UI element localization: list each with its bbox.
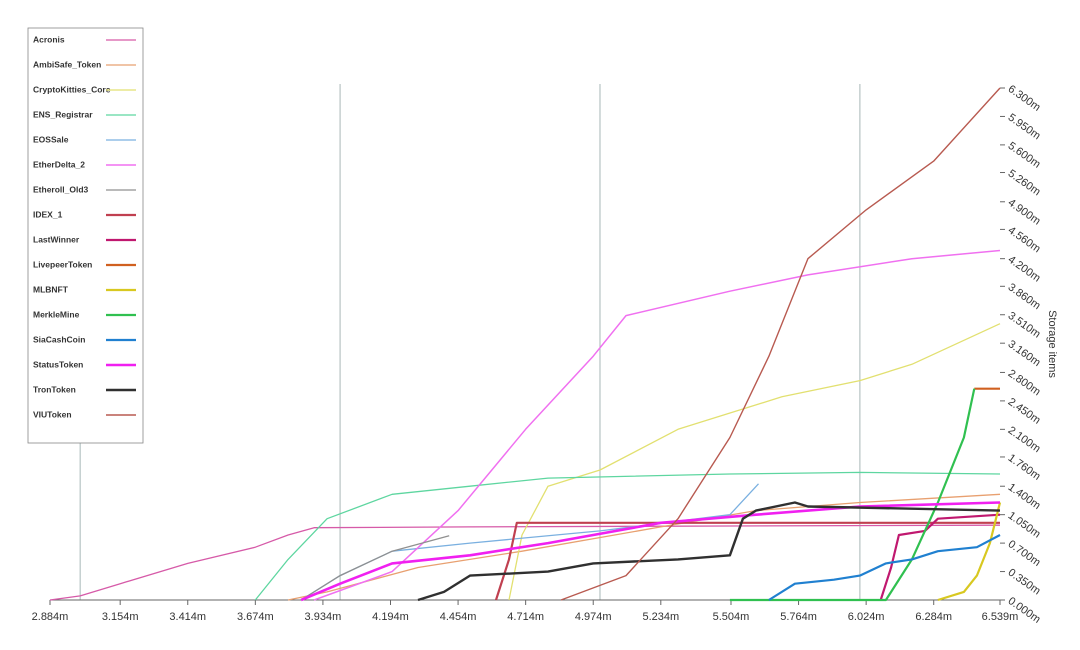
y-tick-label: 0.700m xyxy=(1006,538,1043,569)
series-line xyxy=(560,87,1001,601)
x-tick-label: 2.884m xyxy=(32,611,69,623)
legend-label: VIUToken xyxy=(33,409,72,419)
series-line xyxy=(49,524,1001,601)
y-tick-label: 5.950m xyxy=(1006,111,1043,142)
legend-label: StatusToken xyxy=(33,359,83,369)
y-axis-label: Storage items xyxy=(1046,310,1058,378)
y-tick-label: 1.760m xyxy=(1006,452,1043,483)
series-line xyxy=(768,534,1001,601)
x-tick-label: 5.764m xyxy=(780,611,817,623)
x-tick-label: 5.504m xyxy=(713,611,750,623)
x-tick-label: 3.154m xyxy=(102,611,139,623)
y-tick-label: 1.400m xyxy=(1006,481,1043,512)
series-line xyxy=(494,521,1000,601)
y-tick-label: 2.100m xyxy=(1006,424,1043,455)
legend-label: TronToken xyxy=(33,384,76,394)
legend-label: IDEX_1 xyxy=(33,209,63,219)
series-line xyxy=(300,501,1001,602)
y-tick-label: 1.050m xyxy=(1006,510,1043,541)
y-tick-label: 3.860m xyxy=(1006,281,1043,312)
series-line xyxy=(508,323,1001,601)
legend: Acronis AmbiSafe_Token CryptoKitties_Core E… xyxy=(27,27,144,444)
series-line xyxy=(937,502,1002,602)
x-tick-label: 3.934m xyxy=(305,611,342,623)
x-tick-label: 4.194m xyxy=(372,611,409,623)
series-line xyxy=(313,249,1001,601)
legend-label: EOSSale xyxy=(33,134,69,144)
legend-label: EtherDelta_2 xyxy=(33,159,85,169)
legend-label: SiaCashCoin xyxy=(33,334,85,344)
legend-label: Acronis xyxy=(33,34,65,44)
series-line xyxy=(729,388,976,602)
y-tick-label: 0.350m xyxy=(1006,567,1043,598)
x-tick-label: 6.024m xyxy=(848,611,885,623)
legend-label: MLBNFT xyxy=(33,284,69,294)
series-line xyxy=(254,471,1001,601)
y-tick-label: 5.260m xyxy=(1006,168,1043,199)
y-tick-label: 2.450m xyxy=(1006,396,1043,427)
y-tick-label: 3.160m xyxy=(1006,338,1043,369)
x-tick-label: 4.714m xyxy=(507,611,544,623)
x-tick-label: 4.974m xyxy=(575,611,612,623)
series-line xyxy=(417,501,1001,602)
legend-label: Etheroll_Old3 xyxy=(33,184,89,194)
x-tick-label: 5.234m xyxy=(642,611,679,623)
x-tick-label: 6.539m xyxy=(982,611,1019,623)
y-tick-label: 5.600m xyxy=(1006,140,1043,171)
x-tick-label: 6.284m xyxy=(915,611,952,623)
legend-label: CryptoKitties_Core xyxy=(33,84,111,94)
x-tick-label: 3.414m xyxy=(169,611,206,623)
legend-label: MerkleMine xyxy=(33,309,80,319)
legend-box xyxy=(27,27,144,444)
y-tick-label: 4.900m xyxy=(1006,197,1043,228)
series-line xyxy=(879,513,1001,601)
legend-label: AmbiSafe_Token xyxy=(33,59,101,69)
y-tick-label: 2.800m xyxy=(1006,367,1043,398)
legend-label: LivepeerToken xyxy=(33,259,92,269)
y-tick-label: 6.300m xyxy=(1006,83,1043,114)
x-tick-label: 3.674m xyxy=(237,611,274,623)
series-line xyxy=(287,493,1001,601)
x-tick-label: 4.454m xyxy=(440,611,477,623)
legend-label: ENS_Registrar xyxy=(33,109,93,119)
y-tick-label: 3.510m xyxy=(1006,310,1043,341)
y-tick-label: 4.200m xyxy=(1006,254,1043,285)
y-tick-label: 4.560m xyxy=(1006,224,1043,255)
legend-label: LastWinner xyxy=(33,234,80,244)
series-line xyxy=(300,535,450,601)
